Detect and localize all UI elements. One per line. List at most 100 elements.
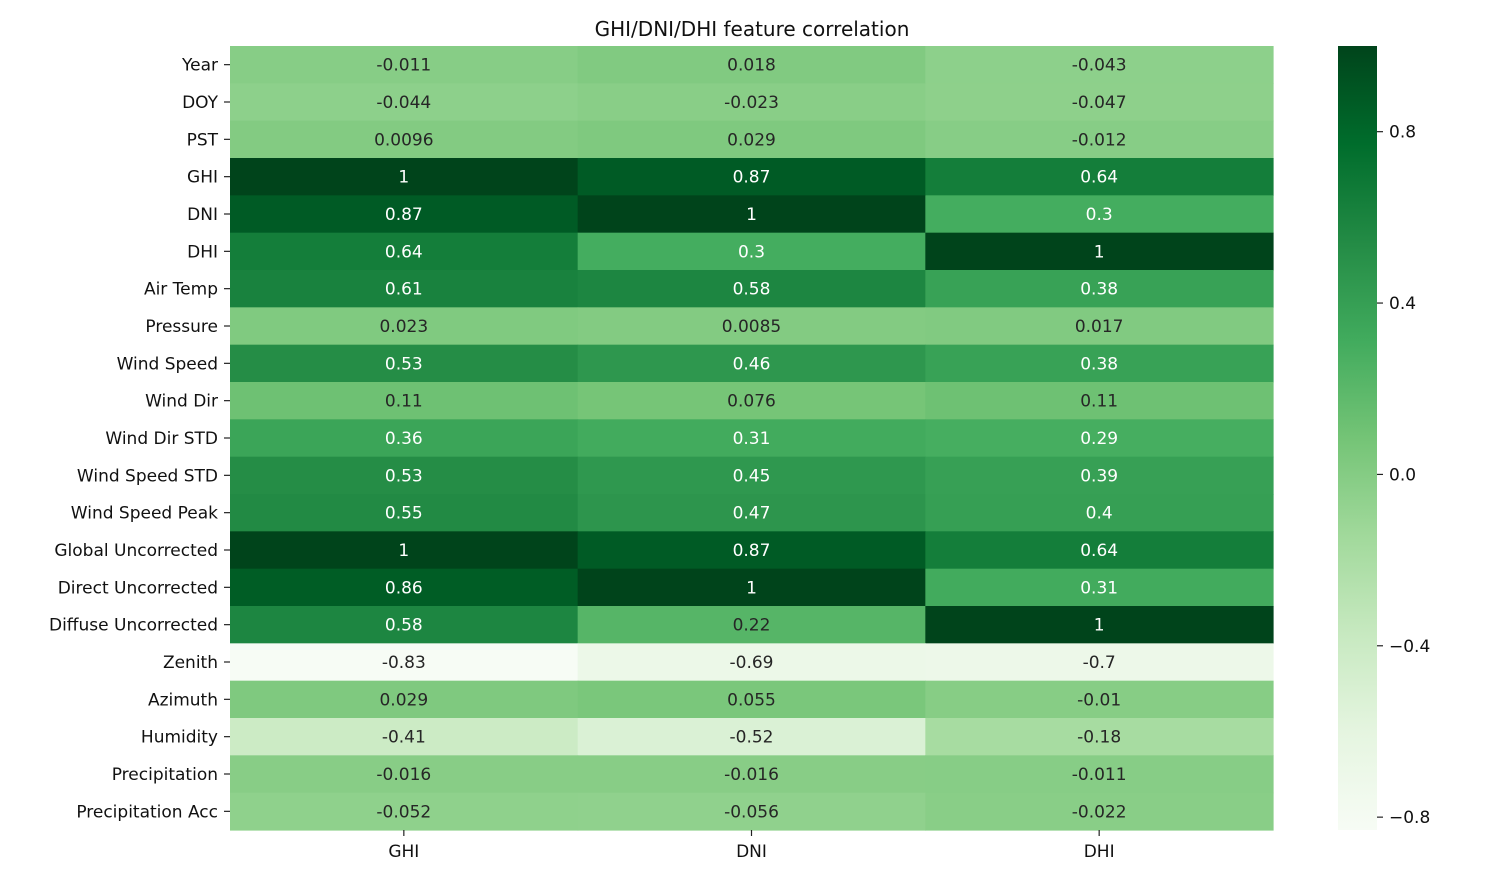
cell-value-label: 0.45 [733,466,771,486]
heatmap-cell [577,307,926,346]
heatmap-cell [230,382,579,420]
row-tick-label: DHI [187,242,218,262]
heatmap-cell [925,382,1274,420]
colorbar-tick-label: −0.8 [1389,808,1430,828]
row-tick-label: DNI [187,205,218,225]
row-tick-label: Wind Speed STD [77,466,218,486]
row-tick-label: Zenith [163,653,218,673]
row-tick-label: Wind Dir STD [105,429,218,449]
heatmap-cell [230,494,579,532]
heatmap-cell [577,120,926,159]
cell-value-label: 0.86 [385,578,423,598]
heatmap-cell [925,606,1274,644]
cell-value-label: 0.64 [385,242,423,262]
colorbar-tick-label: 0.0 [1389,465,1416,485]
heatmap-cell [577,344,926,383]
row-tick-label: Pressure [145,317,218,337]
cell-value-label: 0.055 [727,690,776,710]
row-tick-label: PST [187,130,219,150]
cell-value-label: 0.29 [1080,429,1118,449]
heatmap-cell [925,680,1274,719]
heatmap-cell [925,232,1274,271]
heatmap-cell [230,568,579,607]
row-tick-label: Wind Dir [145,392,218,412]
heatmap-cell [230,680,579,719]
cell-value-label: 0.31 [733,429,771,449]
cell-value-label: 0.029 [379,690,428,710]
heatmap-cell [577,158,926,196]
cell-value-label: 1 [746,578,757,598]
cell-value-label: -0.052 [376,802,431,822]
heatmap-cell [925,643,1274,682]
cell-value-label: 0.023 [379,317,428,337]
heatmap-cell [925,46,1274,84]
heatmap-cell [577,531,926,570]
chart-title: GHI/DNI/DHI feature correlation [595,17,910,41]
cell-value-label: 0.018 [727,56,776,76]
cell-value-label: 1 [1094,242,1105,262]
heatmap-cell [577,680,926,719]
cell-value-label: 0.58 [733,280,771,300]
row-tick-label: Direct Uncorrected [58,578,218,598]
heatmap-cell [230,120,579,159]
cell-value-label: 0.0085 [722,317,781,337]
cell-value-label: 0.38 [1080,280,1118,300]
heatmap-cell [230,195,579,234]
heatmap-cell [577,755,926,794]
heatmap-cell [925,158,1274,196]
cell-value-label: 0.11 [385,392,423,412]
heatmap-cell [230,270,579,308]
heatmap-cell [577,606,926,644]
cell-value-label: 1 [398,168,409,188]
heatmap-cell [230,232,579,271]
cell-value-label: 0.64 [1080,541,1118,561]
cell-value-label: 0.076 [727,392,776,412]
cell-value-label: 1 [746,205,757,225]
cell-value-label: 0.55 [385,504,423,524]
colorbar-tick-label: 0.8 [1389,123,1416,143]
heatmap-cell [577,494,926,532]
heatmap-cell [577,83,926,122]
cell-value-label: 0.017 [1075,317,1124,337]
heatmap-cell [925,718,1274,756]
cell-value-label: -0.52 [730,728,774,748]
cell-value-label: -0.043 [1072,56,1127,76]
heatmap-cell [577,792,926,831]
cell-value-label: 0.47 [733,504,771,524]
cell-value-label: 0.87 [733,541,771,561]
cell-value-label: 0.46 [733,354,771,374]
heatmap-cell [230,83,579,122]
cell-value-label: -0.023 [724,93,779,113]
heatmap-cell [925,120,1274,159]
colorbar-tick-label: 0.4 [1389,294,1416,314]
heatmap-cell [925,307,1274,346]
cell-value-label: -0.012 [1072,130,1127,150]
heatmap-cell [577,718,926,756]
column-tick-label: DNI [736,842,767,862]
cell-value-label: 0.22 [733,616,771,636]
heatmap-cell [230,606,579,644]
heatmap-cell [925,568,1274,607]
cell-value-label: 0.58 [385,616,423,636]
heatmap-cell [230,344,579,383]
heatmap-cell [230,792,579,831]
cell-value-label: -0.022 [1072,802,1127,822]
column-tick-label: DHI [1084,842,1115,862]
cell-value-label: 0.11 [1080,392,1118,412]
cell-value-label: 0.87 [385,205,423,225]
row-tick-label: Year [181,56,218,76]
heatmap-cell [230,307,579,346]
heatmap-cell [577,419,926,458]
column-tick-label: GHI [388,842,419,862]
heatmap-cell [577,643,926,682]
cell-value-label: -0.01 [1077,690,1121,710]
cell-value-label: 0.61 [385,280,423,300]
heatmap-cell [925,792,1274,831]
row-tick-label: Diffuse Uncorrected [49,616,218,636]
cell-value-label: 0.36 [385,429,423,449]
cell-value-label: -0.011 [1072,765,1127,785]
cell-value-label: 0.3 [738,242,765,262]
cell-value-label: -0.69 [730,653,774,673]
cell-value-label: 0.3 [1086,205,1113,225]
cell-value-label: -0.056 [724,802,779,822]
